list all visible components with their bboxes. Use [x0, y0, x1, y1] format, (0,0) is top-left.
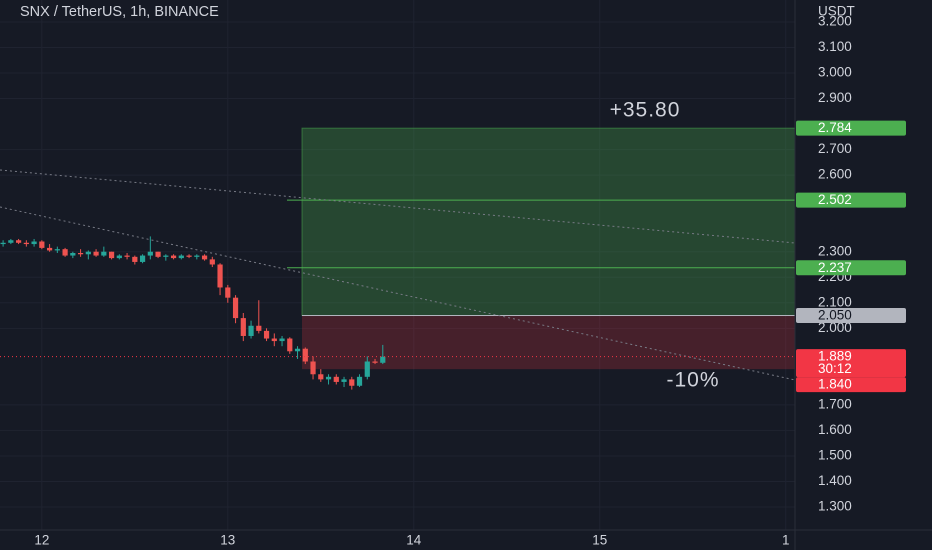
x-tick-label: 15: [592, 533, 607, 548]
candle-body: [372, 361, 378, 363]
candle-body: [318, 374, 324, 380]
candle-body: [287, 338, 293, 352]
y-tick-label: 1.400: [818, 473, 852, 488]
candle-body: [54, 249, 60, 251]
candle-body: [217, 264, 223, 288]
stop-price-label: 1.840: [818, 377, 852, 392]
stop-price-label-bg: [796, 377, 906, 393]
last-price-label: 1.889: [818, 349, 852, 364]
candle-body: [263, 330, 270, 339]
candle-body: [31, 241, 37, 245]
trend-line: [0, 169, 796, 244]
candle-body: [46, 247, 53, 251]
y-tick-label: 2.300: [818, 243, 852, 258]
candle-body: [155, 251, 161, 257]
candle-body: [23, 242, 29, 245]
countdown-label: 30:12: [818, 361, 852, 376]
last-price-label-bg: [796, 349, 906, 378]
candle-body: [380, 356, 386, 363]
y-tick-label: 1.600: [818, 422, 852, 437]
candle-body: [15, 240, 22, 243]
y-tick-label: 1.700: [818, 396, 852, 411]
candle-body: [163, 255, 169, 257]
candle-body: [170, 255, 177, 259]
candle-body: [209, 259, 215, 265]
level-price-label-bg: [796, 260, 906, 276]
candle-body: [294, 348, 301, 352]
y-tick-label: 2.000: [818, 320, 852, 335]
level-price-label: 2.237: [818, 260, 852, 275]
y-tick-label: 2.100: [818, 294, 852, 309]
candle-body: [256, 325, 262, 331]
y-tick-label: 2.700: [818, 141, 852, 156]
entry-price-label: 2.050: [818, 308, 852, 323]
profit-label: +35.80: [610, 99, 681, 122]
candle-body: [116, 255, 122, 259]
candle-body: [70, 253, 76, 256]
candle-body: [93, 251, 99, 256]
candle-body: [356, 376, 363, 386]
candle-body: [341, 379, 347, 382]
y-tick-label: 1.300: [818, 499, 852, 514]
candle-body: [108, 251, 115, 259]
candle-body: [349, 379, 355, 386]
candles: [0, 236, 386, 390]
candle-body: [77, 253, 84, 255]
candle-body: [178, 255, 184, 259]
candle-body: [139, 255, 146, 262]
x-tick-label: 12: [34, 533, 49, 548]
y-tick-label: 3.000: [818, 65, 852, 80]
candle-body: [364, 361, 370, 377]
candle-body: [8, 240, 14, 243]
candle-body: [232, 297, 239, 319]
target-price-label-bg: [796, 120, 906, 136]
currency-label: USDT: [818, 4, 855, 19]
candle-body: [62, 249, 68, 256]
y-tick-label: 1.500: [818, 448, 852, 463]
profit-zone: [301, 127, 796, 317]
entry-price-label-bg: [796, 308, 906, 324]
candle-body: [333, 376, 339, 382]
x-tick-label: 13: [220, 533, 235, 548]
candle-body: [248, 325, 254, 336]
candle-body: [124, 255, 130, 257]
candle-body: [310, 361, 316, 375]
candle-body: [132, 256, 138, 262]
loss-zone: [302, 315, 795, 370]
loss-label: -10%: [666, 369, 719, 392]
y-tick-label: 2.600: [818, 167, 852, 182]
y-tick-label: 3.100: [818, 39, 852, 54]
candle-body: [101, 251, 107, 256]
candle-body: [0, 242, 6, 245]
candle-body: [271, 338, 277, 342]
candle-body: [279, 338, 285, 342]
x-tick-label: 1: [782, 533, 790, 548]
trend-line: [0, 206, 796, 381]
y-tick-label: 2.900: [818, 90, 852, 105]
price-axis: 3.2003.1003.0002.9002.7002.6002.3002.200…: [796, 14, 906, 514]
candle-body: [194, 255, 200, 257]
target-price-label: 2.784: [818, 120, 852, 135]
candle-body: [85, 251, 91, 255]
candle-body: [325, 376, 332, 380]
level-price-label: 2.502: [818, 192, 852, 207]
chart-title: SNX / TetherUS, 1h, BINANCE: [20, 4, 219, 20]
candle-body: [302, 348, 308, 362]
candle-body: [186, 255, 192, 257]
candle-body: [39, 241, 45, 248]
candle-body: [201, 255, 208, 260]
position-tool: [287, 127, 796, 370]
level-price-label-bg: [796, 192, 906, 208]
x-tick-label: 14: [406, 533, 422, 548]
candle-body: [225, 287, 231, 298]
grid: [0, 0, 795, 530]
candle-body: [147, 251, 153, 256]
y-tick-label: 3.200: [818, 14, 852, 29]
candle-body: [240, 318, 246, 336]
